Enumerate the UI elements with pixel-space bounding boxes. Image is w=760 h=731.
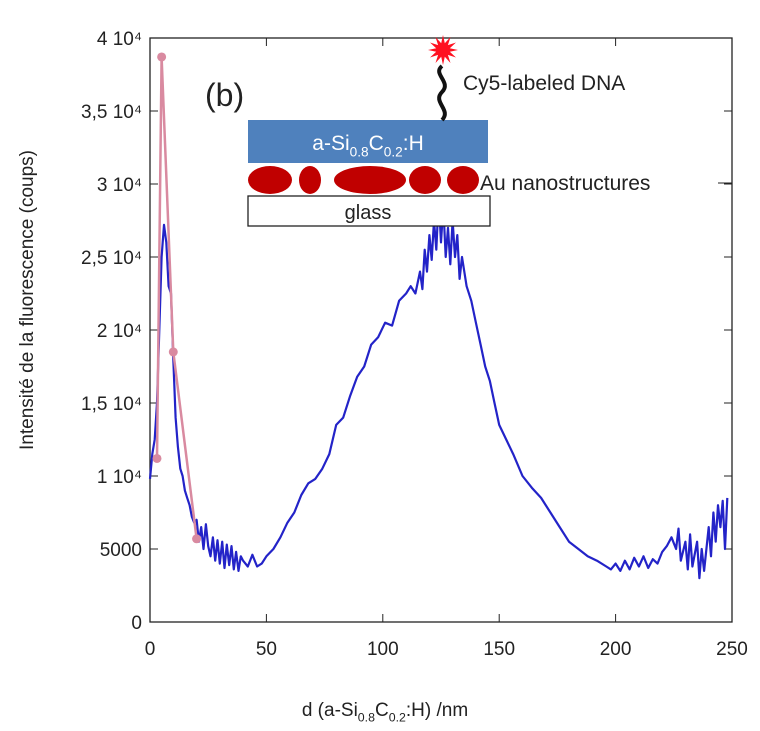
data-point [157, 52, 167, 62]
x-axis-label: d (a-Si0.8C0.2:H) /nm [302, 700, 468, 725]
x-axis-label-part: d (a-Si [302, 700, 358, 721]
data-point [192, 534, 202, 544]
data-point [152, 453, 162, 463]
data-line [155, 55, 198, 539]
y-tick-label: 2 10⁴ [97, 321, 142, 342]
x-tick-label: 150 [483, 639, 515, 660]
x-tick-label: 200 [600, 639, 632, 660]
glass-label: glass [345, 202, 392, 224]
layer-label-part: a-Si [312, 132, 349, 155]
x-axis-label-part: :H) /nm [406, 700, 468, 721]
y-tick-label: 3 10⁴ [97, 175, 142, 196]
cy5-dye [428, 35, 458, 65]
x-tick-label: 0 [145, 639, 156, 660]
data-line [148, 197, 729, 580]
y-tick-label: 4 10⁴ [97, 29, 142, 50]
x-axis-label-part: C [375, 700, 389, 721]
y-tick-label: 3,5 10⁴ [81, 102, 142, 123]
y-tick-label: 0 [131, 613, 142, 634]
y-tick-label: 2,5 10⁴ [81, 248, 142, 269]
dna-strand [437, 64, 447, 122]
x-tick-label: 100 [367, 639, 399, 660]
y-axis-label: Intensité de la fluorescence (coups) [17, 150, 38, 450]
au-nanoparticle [248, 166, 292, 194]
x-tick-label: 50 [256, 639, 277, 660]
data-point [168, 347, 178, 357]
au-nanoparticle [299, 166, 321, 194]
layer-label-part: 0.2 [384, 144, 403, 159]
dna-label: Cy5-labeled DNA [463, 72, 625, 95]
layer-label: a-Si0.8C0.2:H [312, 132, 423, 159]
au-nanoparticle [447, 166, 479, 194]
y-tick-label: 1 10⁴ [97, 467, 142, 488]
x-axis-label-part: 0.2 [389, 711, 406, 725]
y-tick-label: 5000 [100, 540, 142, 561]
glass-layer [247, 195, 491, 227]
y-tick-label: 1,5 10⁴ [81, 394, 142, 415]
layer-label-part: 0.8 [350, 144, 369, 159]
layer-label-part: C [369, 132, 384, 155]
panel-label: (b) [205, 77, 244, 113]
sic-layer [248, 120, 488, 163]
au-nanoparticle [334, 166, 406, 194]
x-axis-label-part: 0.8 [358, 711, 375, 725]
inset-diagram: glass Au nanostructures Cy5-labeled DNA (b) [205, 35, 732, 227]
au-nanoparticle [409, 166, 441, 194]
layer-label-part: :H [403, 132, 424, 155]
au-label: Au nanostructures [480, 172, 650, 195]
x-tick-label: 250 [716, 639, 748, 660]
